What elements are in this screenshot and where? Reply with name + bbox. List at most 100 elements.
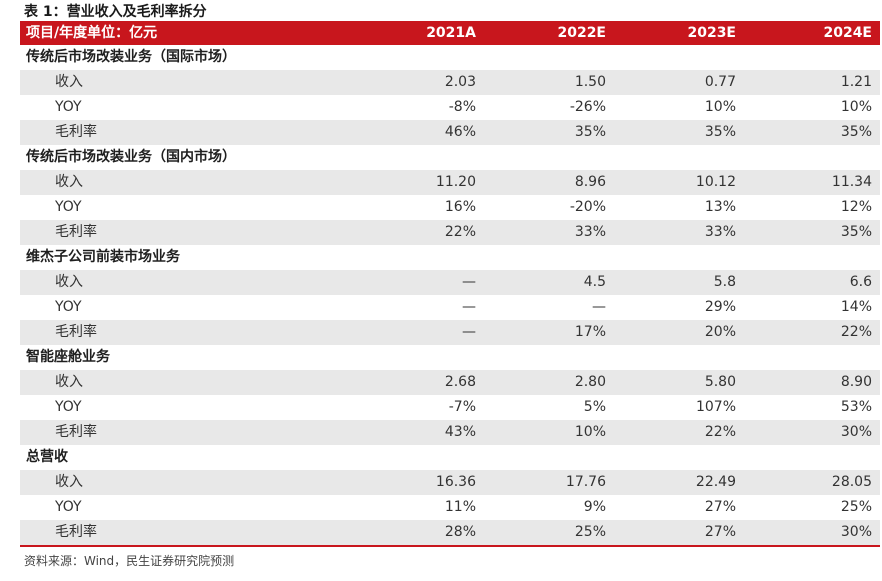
cell-2022e: 5% [484, 395, 614, 420]
cell-2023e: 10% [614, 95, 744, 120]
cell-2024e: 30% [744, 420, 880, 445]
cell-2024e: 10% [744, 95, 880, 120]
header-year-2021a: 2021A [358, 21, 484, 45]
cell-2021a: 28% [358, 520, 484, 547]
cell-2021a: 11.20 [358, 170, 484, 195]
cell-2024e: 1.21 [744, 70, 880, 95]
row-label: 收入 [20, 470, 358, 495]
row-label: 毛利率 [20, 120, 358, 145]
row-label: YOY [20, 195, 358, 220]
row-label: 毛利率 [20, 520, 358, 547]
cell-2021a: 46% [358, 120, 484, 145]
cell-2023e: 5.8 [614, 270, 744, 295]
table-row: 毛利率 46% 35% 35% 35% [20, 120, 880, 145]
row-label: 收入 [20, 170, 358, 195]
row-label: 收入 [20, 270, 358, 295]
cell-2022e: 35% [484, 120, 614, 145]
cell-2023e: 0.77 [614, 70, 744, 95]
cell-2024e: 35% [744, 120, 880, 145]
table-row: 收入 16.36 17.76 22.49 28.05 [20, 470, 880, 495]
cell-2024e: 30% [744, 520, 880, 547]
section-title: 传统后市场改装业务（国内市场） [20, 145, 880, 170]
table-body: 传统后市场改装业务（国际市场） 收入 2.03 1.50 0.77 1.21 Y… [20, 45, 880, 547]
cell-2021a: — [358, 320, 484, 345]
section-row: 传统后市场改装业务（国内市场） [20, 145, 880, 170]
cell-2022e: 25% [484, 520, 614, 547]
cell-2021a: — [358, 270, 484, 295]
cell-2023e: 22% [614, 420, 744, 445]
cell-2023e: 27% [614, 495, 744, 520]
cell-2021a: 16% [358, 195, 484, 220]
row-label: YOY [20, 295, 358, 320]
section-row: 维杰子公司前装市场业务 [20, 245, 880, 270]
row-label: 毛利率 [20, 220, 358, 245]
cell-2022e: 1.50 [484, 70, 614, 95]
cell-2024e: 12% [744, 195, 880, 220]
table-row: YOY 16% -20% 13% 12% [20, 195, 880, 220]
cell-2022e: 8.96 [484, 170, 614, 195]
cell-2024e: 14% [744, 295, 880, 320]
table-row: YOY 11% 9% 27% 25% [20, 495, 880, 520]
cell-2024e: 22% [744, 320, 880, 345]
cell-2023e: 13% [614, 195, 744, 220]
table-row: 毛利率 28% 25% 27% 30% [20, 520, 880, 547]
cell-2024e: 53% [744, 395, 880, 420]
cell-2024e: 11.34 [744, 170, 880, 195]
table-row: 收入 11.20 8.96 10.12 11.34 [20, 170, 880, 195]
cell-2023e: 20% [614, 320, 744, 345]
row-label: YOY [20, 95, 358, 120]
section-title: 智能座舱业务 [20, 345, 880, 370]
table-row: 收入 — 4.5 5.8 6.6 [20, 270, 880, 295]
row-label: 毛利率 [20, 320, 358, 345]
table-row: 毛利率 — 17% 20% 22% [20, 320, 880, 345]
section-row: 总营收 [20, 445, 880, 470]
cell-2021a: 43% [358, 420, 484, 445]
cell-2022e: -26% [484, 95, 614, 120]
header-year-2022e: 2022E [484, 21, 614, 45]
table-row: 毛利率 22% 33% 33% 35% [20, 220, 880, 245]
cell-2024e: 35% [744, 220, 880, 245]
cell-2023e: 35% [614, 120, 744, 145]
cell-2023e: 5.80 [614, 370, 744, 395]
cell-2021a: — [358, 295, 484, 320]
section-title: 总营收 [20, 445, 880, 470]
table-title: 表 1：营业收入及毛利率拆分 [24, 4, 207, 20]
cell-2022e: 10% [484, 420, 614, 445]
cell-2022e: 2.80 [484, 370, 614, 395]
header-year-2023e: 2023E [614, 21, 744, 45]
section-title: 维杰子公司前装市场业务 [20, 245, 880, 270]
table-row: 毛利率 43% 10% 22% 30% [20, 420, 880, 445]
table-row: 收入 2.68 2.80 5.80 8.90 [20, 370, 880, 395]
table-header-row: 项目/年度单位：亿元 2021A 2022E 2023E 2024E [20, 21, 880, 45]
cell-2021a: 22% [358, 220, 484, 245]
section-row: 智能座舱业务 [20, 345, 880, 370]
row-label: 毛利率 [20, 420, 358, 445]
cell-2021a: -8% [358, 95, 484, 120]
cell-2024e: 6.6 [744, 270, 880, 295]
cell-2023e: 22.49 [614, 470, 744, 495]
section-title: 传统后市场改装业务（国际市场） [20, 45, 880, 70]
cell-2022e: 9% [484, 495, 614, 520]
section-row: 传统后市场改装业务（国际市场） [20, 45, 880, 70]
cell-2022e: 4.5 [484, 270, 614, 295]
cell-2021a: 11% [358, 495, 484, 520]
header-label: 项目/年度单位：亿元 [20, 21, 358, 45]
cell-2022e: 33% [484, 220, 614, 245]
cell-2021a: -7% [358, 395, 484, 420]
cell-2024e: 8.90 [744, 370, 880, 395]
cell-2023e: 107% [614, 395, 744, 420]
cell-2022e: — [484, 295, 614, 320]
table-row: 收入 2.03 1.50 0.77 1.21 [20, 70, 880, 95]
cell-2022e: -20% [484, 195, 614, 220]
cell-2021a: 2.03 [358, 70, 484, 95]
header-year-2024e: 2024E [744, 21, 880, 45]
cell-2024e: 25% [744, 495, 880, 520]
table-row: YOY -7% 5% 107% 53% [20, 395, 880, 420]
financial-table: 项目/年度单位：亿元 2021A 2022E 2023E 2024E 传统后市场… [20, 21, 880, 547]
row-label: 收入 [20, 370, 358, 395]
row-label: 收入 [20, 70, 358, 95]
cell-2023e: 29% [614, 295, 744, 320]
source-note: 资料来源：Wind，民生证券研究院预测 [24, 554, 235, 568]
cell-2022e: 17.76 [484, 470, 614, 495]
row-label: YOY [20, 395, 358, 420]
